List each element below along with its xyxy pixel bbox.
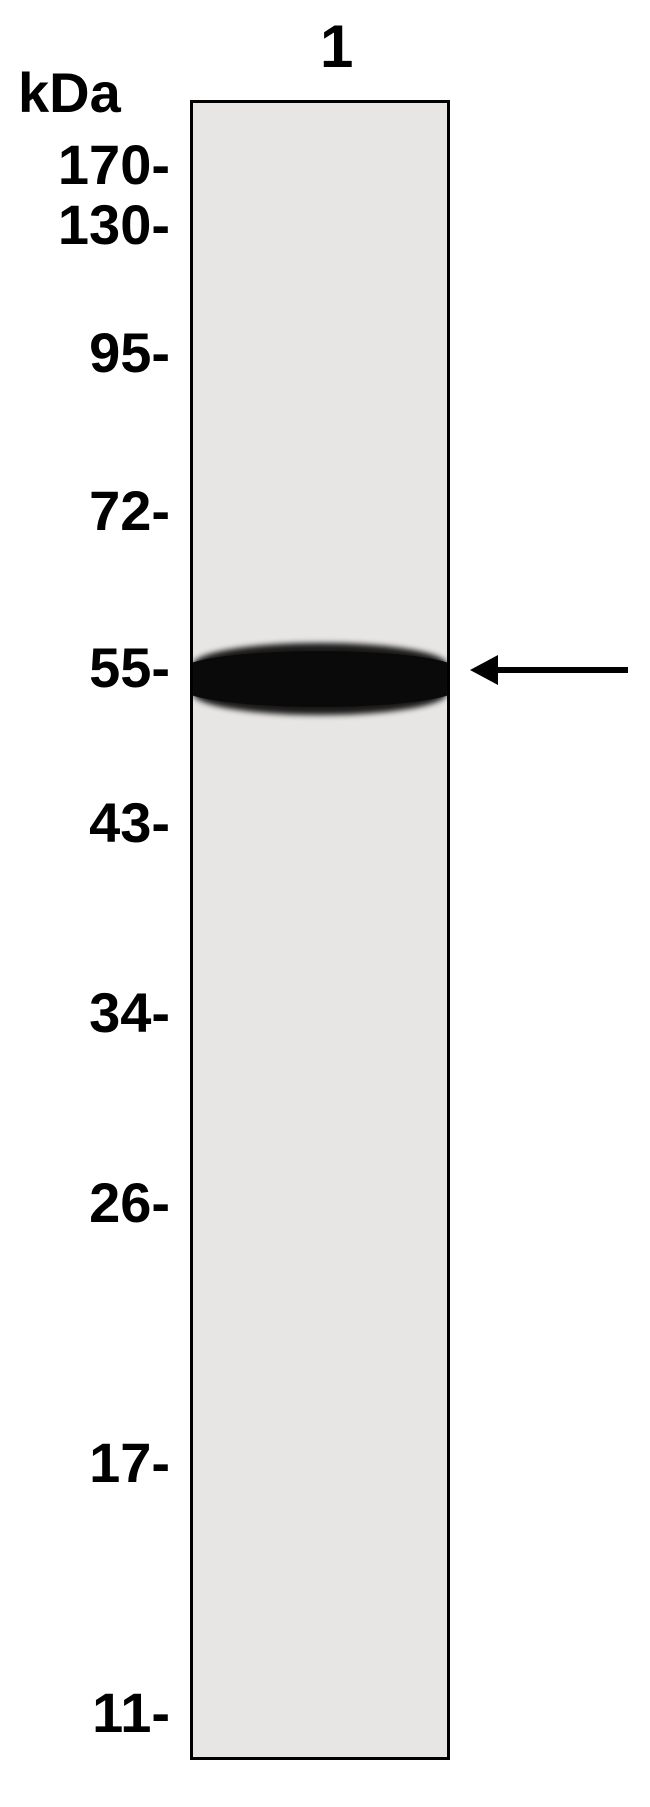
marker-43: 43-	[89, 790, 170, 855]
marker-11: 11-	[92, 1680, 170, 1745]
lane-number-label: 1	[320, 12, 353, 81]
blot-figure: kDa 1 170- 130- 95- 72- 55- 43- 34- 26- …	[0, 0, 650, 1807]
marker-170: 170-	[58, 132, 170, 197]
marker-55: 55-	[89, 635, 170, 700]
band-arrow	[470, 655, 630, 685]
protein-band	[190, 651, 450, 707]
marker-72: 72-	[89, 478, 170, 543]
lane-noise	[193, 103, 447, 1757]
marker-34: 34-	[89, 980, 170, 1045]
arrow-shaft	[496, 667, 628, 673]
marker-17: 17-	[89, 1430, 170, 1495]
marker-95: 95-	[89, 320, 170, 385]
marker-130: 130-	[58, 192, 170, 257]
arrow-head-icon	[470, 655, 498, 685]
marker-26: 26-	[89, 1170, 170, 1235]
unit-label: kDa	[18, 60, 121, 125]
lane-1	[190, 100, 450, 1760]
